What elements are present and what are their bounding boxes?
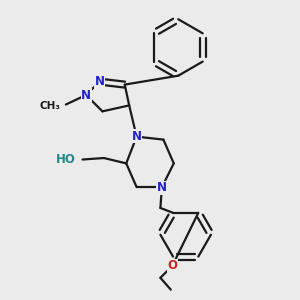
Text: CH₃: CH₃	[40, 101, 61, 111]
Text: HO: HO	[56, 153, 76, 166]
Text: N: N	[132, 130, 142, 142]
Text: N: N	[157, 181, 167, 194]
Text: O: O	[167, 260, 177, 272]
Text: N: N	[94, 75, 104, 88]
Text: N: N	[81, 88, 91, 101]
